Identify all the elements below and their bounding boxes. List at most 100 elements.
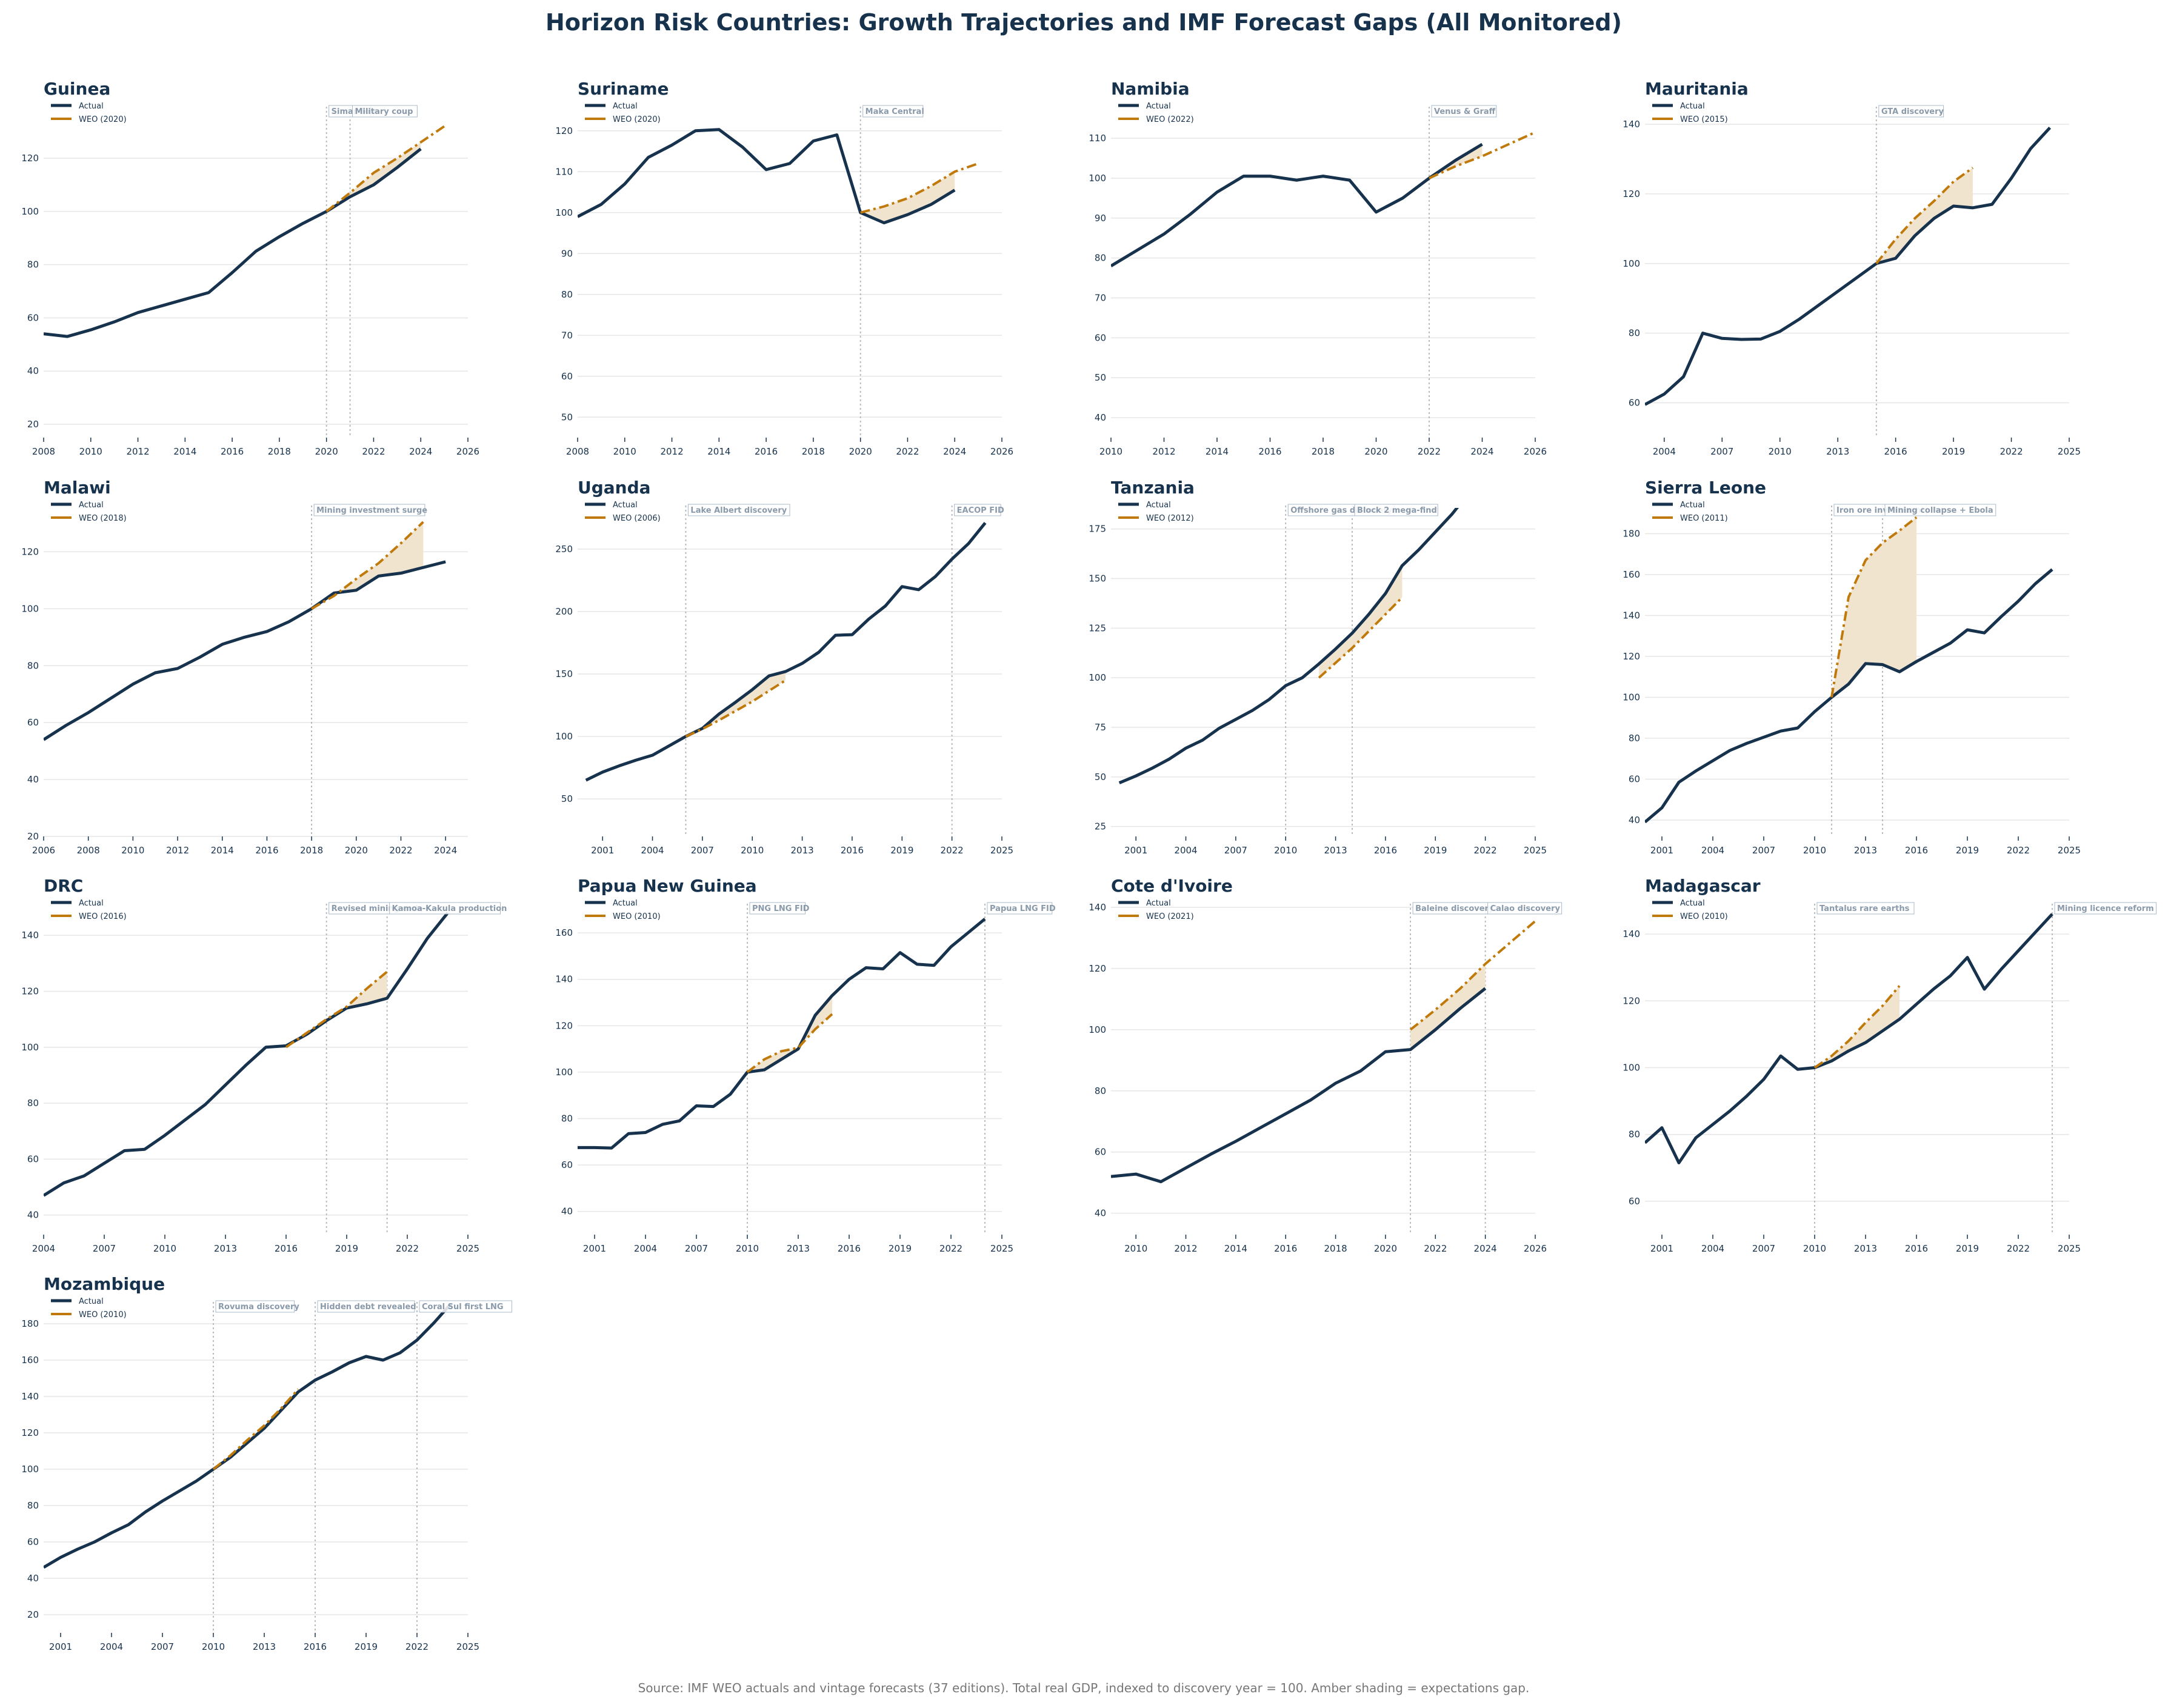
gap-area [326,142,421,212]
event-label-box [2054,902,2157,915]
y-tick-label: 120 [1623,188,1640,199]
gap-area [312,522,424,609]
event-label: Papua LNG FID [990,904,1056,913]
event-label-box [313,504,425,516]
y-tick-label: 100 [21,603,39,614]
x-tick-label: 2016 [1905,845,1928,856]
x-tick-label: 2025 [2058,845,2081,856]
panel-title: Tanzania [1111,478,1195,498]
panel-uganda: Uganda 50 100 150 200 250 2001 2004 2007 2010 2013… [555,478,1013,856]
panel-cote-d-ivoire: Cote d'Ivoire 40 60 80 100 120 140 2010 2012 2014… [1089,876,1563,1254]
y-tick-label: 60 [561,1159,573,1170]
actual-line [44,1304,452,1569]
y-tick-label: 80 [27,1500,39,1511]
y-tick-label: 125 [1089,622,1106,633]
x-tick-label: 2016 [304,1641,327,1652]
y-tick-label: 100 [21,206,39,217]
legend-actual-label: Actual [1146,501,1171,510]
legend-actual-label: Actual [1680,501,1705,510]
forecast-line [325,125,445,213]
x-tick-label: 2020 [849,446,872,457]
event-label-box [352,105,418,118]
y-tick-label: 80 [1629,733,1640,744]
event-label: PNG LNG FID [752,904,810,913]
x-tick-label: 2008 [77,845,100,856]
x-tick-label: 2016 [275,1243,298,1254]
x-tick-label: 2012 [1174,1243,1197,1254]
event-label: Mining collapse + Ebola [1887,506,1993,515]
x-tick-label: 2010 [741,845,764,856]
x-tick-label: 2013 [787,1243,810,1254]
forecast-line [1429,131,1535,179]
y-tick-label: 50 [1095,772,1106,782]
x-tick-label: 2014 [1206,446,1229,457]
y-tick-label: 120 [21,1427,39,1438]
x-tick-label: 2008 [32,446,55,457]
x-tick-label: 2016 [841,845,864,856]
event-label-box [1431,105,1497,118]
x-tick-label: 2013 [1826,446,1849,457]
x-tick-label: 2007 [1710,446,1733,457]
legend-forecast-label: WEO (2020) [613,115,661,124]
x-tick-label: 2016 [1905,1243,1928,1254]
x-tick-label: 2022 [1424,1243,1447,1254]
y-tick-label: 140 [1623,119,1640,130]
x-tick-label: 2025 [456,1641,479,1652]
y-tick-label: 80 [1095,253,1106,264]
legend-actual-label: Actual [79,501,104,510]
forecast-line [212,1388,299,1470]
y-tick-label: 60 [1629,774,1640,785]
event-label: Kamoa-Kakula production [392,904,507,913]
panel-title: Madagascar [1645,876,1761,896]
y-tick-label: 120 [1089,963,1106,974]
legend-forecast-label: WEO (2011) [1680,514,1728,523]
event-label: Calao discovery [1490,904,1561,913]
x-tick-label: 2025 [990,1243,1013,1254]
y-tick-label: 60 [1095,1147,1106,1158]
event-label: Venus & Graff [1434,107,1496,116]
y-tick-label: 40 [27,365,39,376]
x-tick-label: 2024 [434,845,457,856]
y-tick-label: 120 [21,986,39,996]
x-tick-label: 2016 [1884,446,1907,457]
panel-guinea: Guinea 20 40 60 80 100 120 2008 2010 2012 2014 2016… [21,79,479,457]
actual-line [44,147,422,338]
gap-area [685,671,786,737]
x-tick-label: 2018 [802,446,825,457]
gap-area [860,172,955,223]
y-tick-label: 80 [1629,1129,1640,1140]
x-tick-label: 2001 [591,845,614,856]
x-tick-label: 2022 [405,1641,429,1652]
panel-title: Cote d'Ivoire [1111,876,1233,896]
gap-area [1410,964,1486,1050]
x-tick-label: 2004 [32,1243,55,1254]
x-tick-label: 2026 [456,446,479,457]
y-tick-label: 20 [27,419,39,430]
panel-namibia: Namibia 40 50 60 70 80 90 100 110 2010 2012 2014 201… [1089,79,1547,457]
y-tick-label: 90 [561,248,573,259]
x-tick-label: 2001 [1650,845,1673,856]
x-tick-label: 2024 [1474,1243,1497,1254]
y-tick-label: 100 [555,207,573,218]
y-tick-label: 250 [555,544,573,555]
gap-area [1815,986,1900,1068]
y-tick-label: 120 [21,153,39,164]
event-label-box [1354,504,1438,516]
panel-mauritania: Mauritania 60 80 100 120 140 2004 2007 2010 2013 2… [1623,79,2081,457]
y-tick-label: 100 [1623,1062,1640,1073]
y-tick-label: 60 [1629,1196,1640,1207]
x-tick-label: 2022 [2000,446,2023,457]
panel-papua-new-guinea: Papua New Guinea 40 60 80 100 120 140 160 2001 20… [555,876,1056,1254]
x-tick-label: 2020 [345,845,368,856]
y-tick-label: 110 [555,166,573,177]
y-tick-label: 100 [21,1464,39,1475]
y-tick-label: 110 [1089,133,1106,144]
x-tick-label: 2013 [253,1641,276,1652]
y-tick-label: 50 [1095,372,1106,383]
panel-drc: DRC 40 60 80 100 120 140 2004 2007 2010 2013 2016 20… [21,876,507,1254]
panel-suriname: Suriname 50 60 70 80 90 100 110 120 2008 2010 2012 2… [555,79,1013,457]
event-label: Rovuma discovery [218,1303,299,1312]
y-tick-label: 80 [27,259,39,270]
x-tick-label: 2019 [890,845,913,856]
